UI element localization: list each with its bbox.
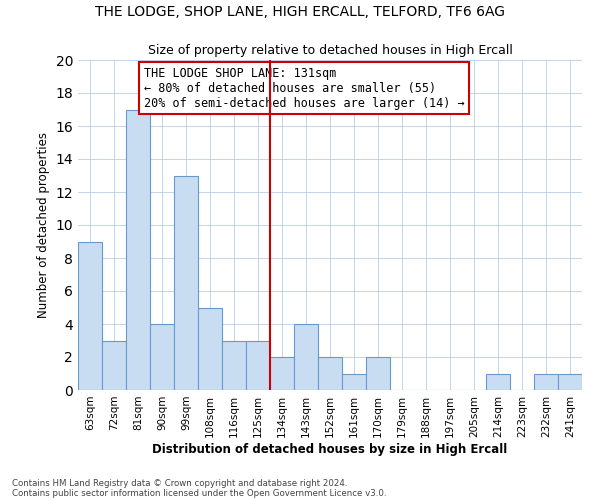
Bar: [126, 110, 150, 390]
Bar: [534, 374, 558, 390]
Bar: [246, 340, 270, 390]
Bar: [150, 324, 174, 390]
Bar: [342, 374, 366, 390]
Bar: [486, 374, 510, 390]
Text: Contains public sector information licensed under the Open Government Licence v3: Contains public sector information licen…: [12, 488, 386, 498]
Text: THE LODGE, SHOP LANE, HIGH ERCALL, TELFORD, TF6 6AG: THE LODGE, SHOP LANE, HIGH ERCALL, TELFO…: [95, 5, 505, 19]
Bar: [78, 242, 102, 390]
Bar: [294, 324, 318, 390]
Bar: [222, 340, 246, 390]
Bar: [318, 357, 342, 390]
Bar: [558, 374, 582, 390]
Bar: [174, 176, 198, 390]
Text: THE LODGE SHOP LANE: 131sqm
← 80% of detached houses are smaller (55)
20% of sem: THE LODGE SHOP LANE: 131sqm ← 80% of det…: [143, 66, 464, 110]
Bar: [198, 308, 222, 390]
X-axis label: Distribution of detached houses by size in High Ercall: Distribution of detached houses by size …: [152, 442, 508, 456]
Title: Size of property relative to detached houses in High Ercall: Size of property relative to detached ho…: [148, 44, 512, 58]
Bar: [270, 357, 294, 390]
Y-axis label: Number of detached properties: Number of detached properties: [37, 132, 50, 318]
Text: Contains HM Land Registry data © Crown copyright and database right 2024.: Contains HM Land Registry data © Crown c…: [12, 478, 347, 488]
Bar: [366, 357, 390, 390]
Bar: [102, 340, 126, 390]
